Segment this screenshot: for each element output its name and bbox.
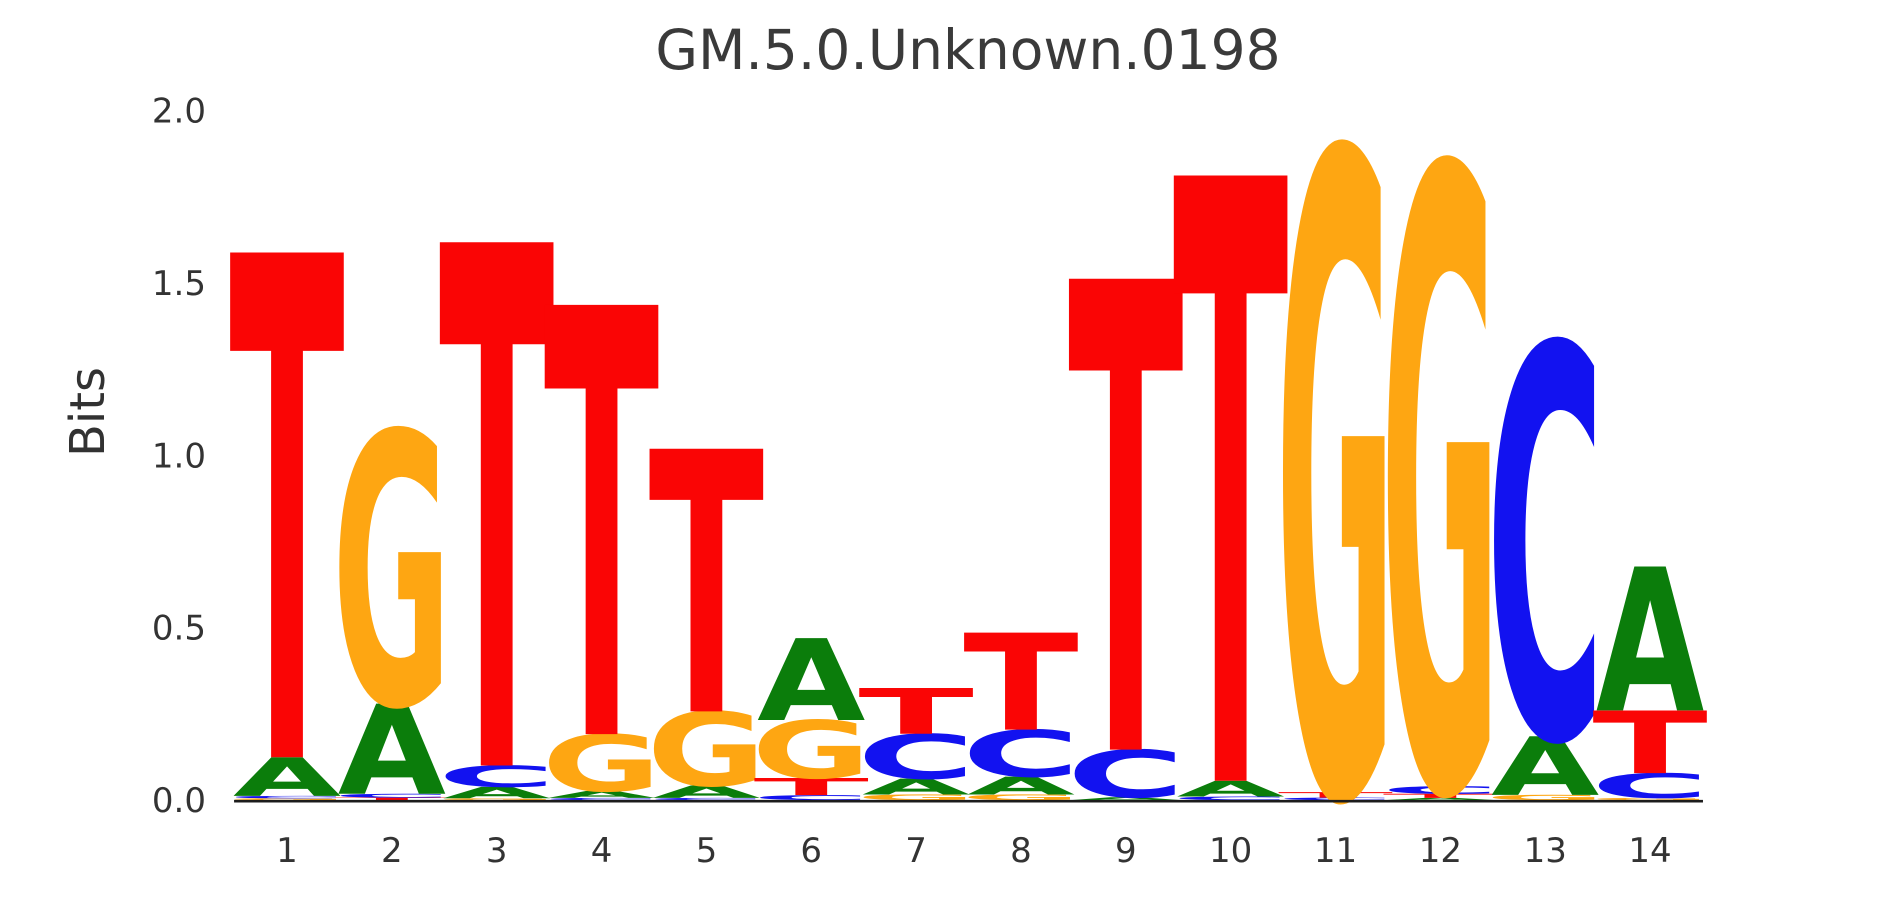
logo-letter-C-pos-14: C	[1591, 767, 1709, 806]
logo-letter-G-pos-7: G	[856, 793, 976, 802]
x-tick-label: 9	[1115, 831, 1137, 871]
logo-letter-A-pos-7: A	[862, 774, 970, 799]
y-tick-label: 2.0	[152, 92, 206, 132]
logo-letter-A-pos-6: A	[757, 615, 865, 746]
logo-letter-A-pos-5: A	[652, 782, 760, 802]
logo-letter-T-pos-11: T	[1278, 791, 1393, 800]
y-tick-label: 0.0	[152, 781, 206, 821]
logo-letter-A-pos-3: A	[443, 784, 551, 802]
logo-letter-G-pos-11: G	[1276, 0, 1396, 900]
logo-letter-C-pos-13: C	[1486, 236, 1604, 863]
logo-letter-T-pos-10: T	[1173, 12, 1289, 900]
logo-letter-A-pos-9: A	[1072, 797, 1181, 801]
logo-letter-G-pos-12: G	[1381, 0, 1501, 900]
logo-letter-G-pos-14: G	[1590, 797, 1710, 800]
logo-letter-G-pos-8: G	[961, 793, 1081, 802]
logo-letter-T-pos-7: T	[858, 676, 973, 749]
x-tick-label: 12	[1419, 831, 1462, 871]
logo-letter-A-pos-14: A	[1596, 528, 1704, 758]
logo-letter-A-pos-13: A	[1491, 720, 1599, 814]
logo-letter-A-pos-1: A	[233, 747, 341, 809]
logo-letter-C-pos-7: C	[857, 722, 975, 793]
logo-letter-C-pos-6: C	[752, 794, 870, 802]
logo-letter-A-pos-8: A	[967, 772, 1076, 801]
y-tick-label: 1.5	[152, 264, 206, 304]
x-tick-label: 7	[905, 831, 927, 871]
logo-letter-G-pos-4: G	[542, 719, 662, 810]
x-tick-label: 1	[276, 831, 298, 871]
logo-letter-T-pos-3: T	[439, 99, 555, 900]
x-tick-label: 14	[1628, 831, 1671, 871]
logo-letter-C-pos-1: C	[228, 795, 346, 799]
logo-letter-G-pos-3: G	[437, 798, 557, 801]
x-tick-label: 5	[696, 831, 718, 871]
logo-letter-C-pos-11: C	[1276, 797, 1394, 801]
x-tick-label: 6	[800, 831, 822, 871]
logo-letter-C-pos-2: C	[333, 793, 451, 799]
logo-letter-G-pos-2: G	[332, 357, 452, 792]
x-tick-label: 3	[486, 831, 508, 871]
logo-letter-A-pos-10: A	[1177, 776, 1285, 801]
logo-letter-A-pos-12: A	[1386, 797, 1495, 800]
logo-letter-C-pos-8: C	[962, 717, 1080, 792]
logo-letter-G-pos-1: G	[227, 798, 347, 801]
logo-letter-T-pos-5: T	[649, 379, 765, 798]
y-tick-label: 1.0	[152, 436, 206, 476]
logo-letter-T-pos-14: T	[1592, 693, 1707, 794]
logo-letter-C-pos-10: C	[1171, 796, 1289, 802]
logo-letter-T-pos-4: T	[544, 189, 660, 874]
logo-letter-C-pos-3: C	[438, 760, 556, 794]
chart-title: GM.5.0.Unknown.0198	[655, 18, 1281, 82]
logo-letter-T-pos-12: T	[1383, 793, 1498, 800]
y-tick-label: 0.5	[152, 609, 206, 649]
logo-letter-A-pos-2: A	[338, 679, 446, 823]
x-tick-label: 4	[591, 831, 613, 871]
logo-letter-G-pos-5: G	[647, 691, 767, 810]
logo-letter-A-pos-4: A	[547, 789, 656, 800]
logo-letter-T-pos-6: T	[754, 773, 869, 800]
logo-letter-C-pos-12: C	[1381, 784, 1499, 796]
x-tick-label: 11	[1314, 831, 1357, 871]
logo-letter-G-pos-13: G	[1485, 793, 1605, 801]
x-tick-label: 10	[1209, 831, 1252, 871]
logo-letter-T-pos-2: T	[334, 797, 449, 801]
logo-letter-T-pos-8: T	[963, 606, 1078, 761]
logo-letter-C-pos-5: C	[647, 797, 765, 800]
logo-letter-T-pos-9: T	[1068, 152, 1184, 900]
logo-letter-G-pos-6: G	[751, 704, 871, 797]
logo-letter-C-pos-4: C	[542, 797, 660, 800]
logo-letter-T-pos-1: T	[229, 114, 345, 900]
x-tick-label: 8	[1010, 831, 1032, 871]
x-tick-label: 2	[381, 831, 403, 871]
x-tick-label: 13	[1524, 831, 1567, 871]
